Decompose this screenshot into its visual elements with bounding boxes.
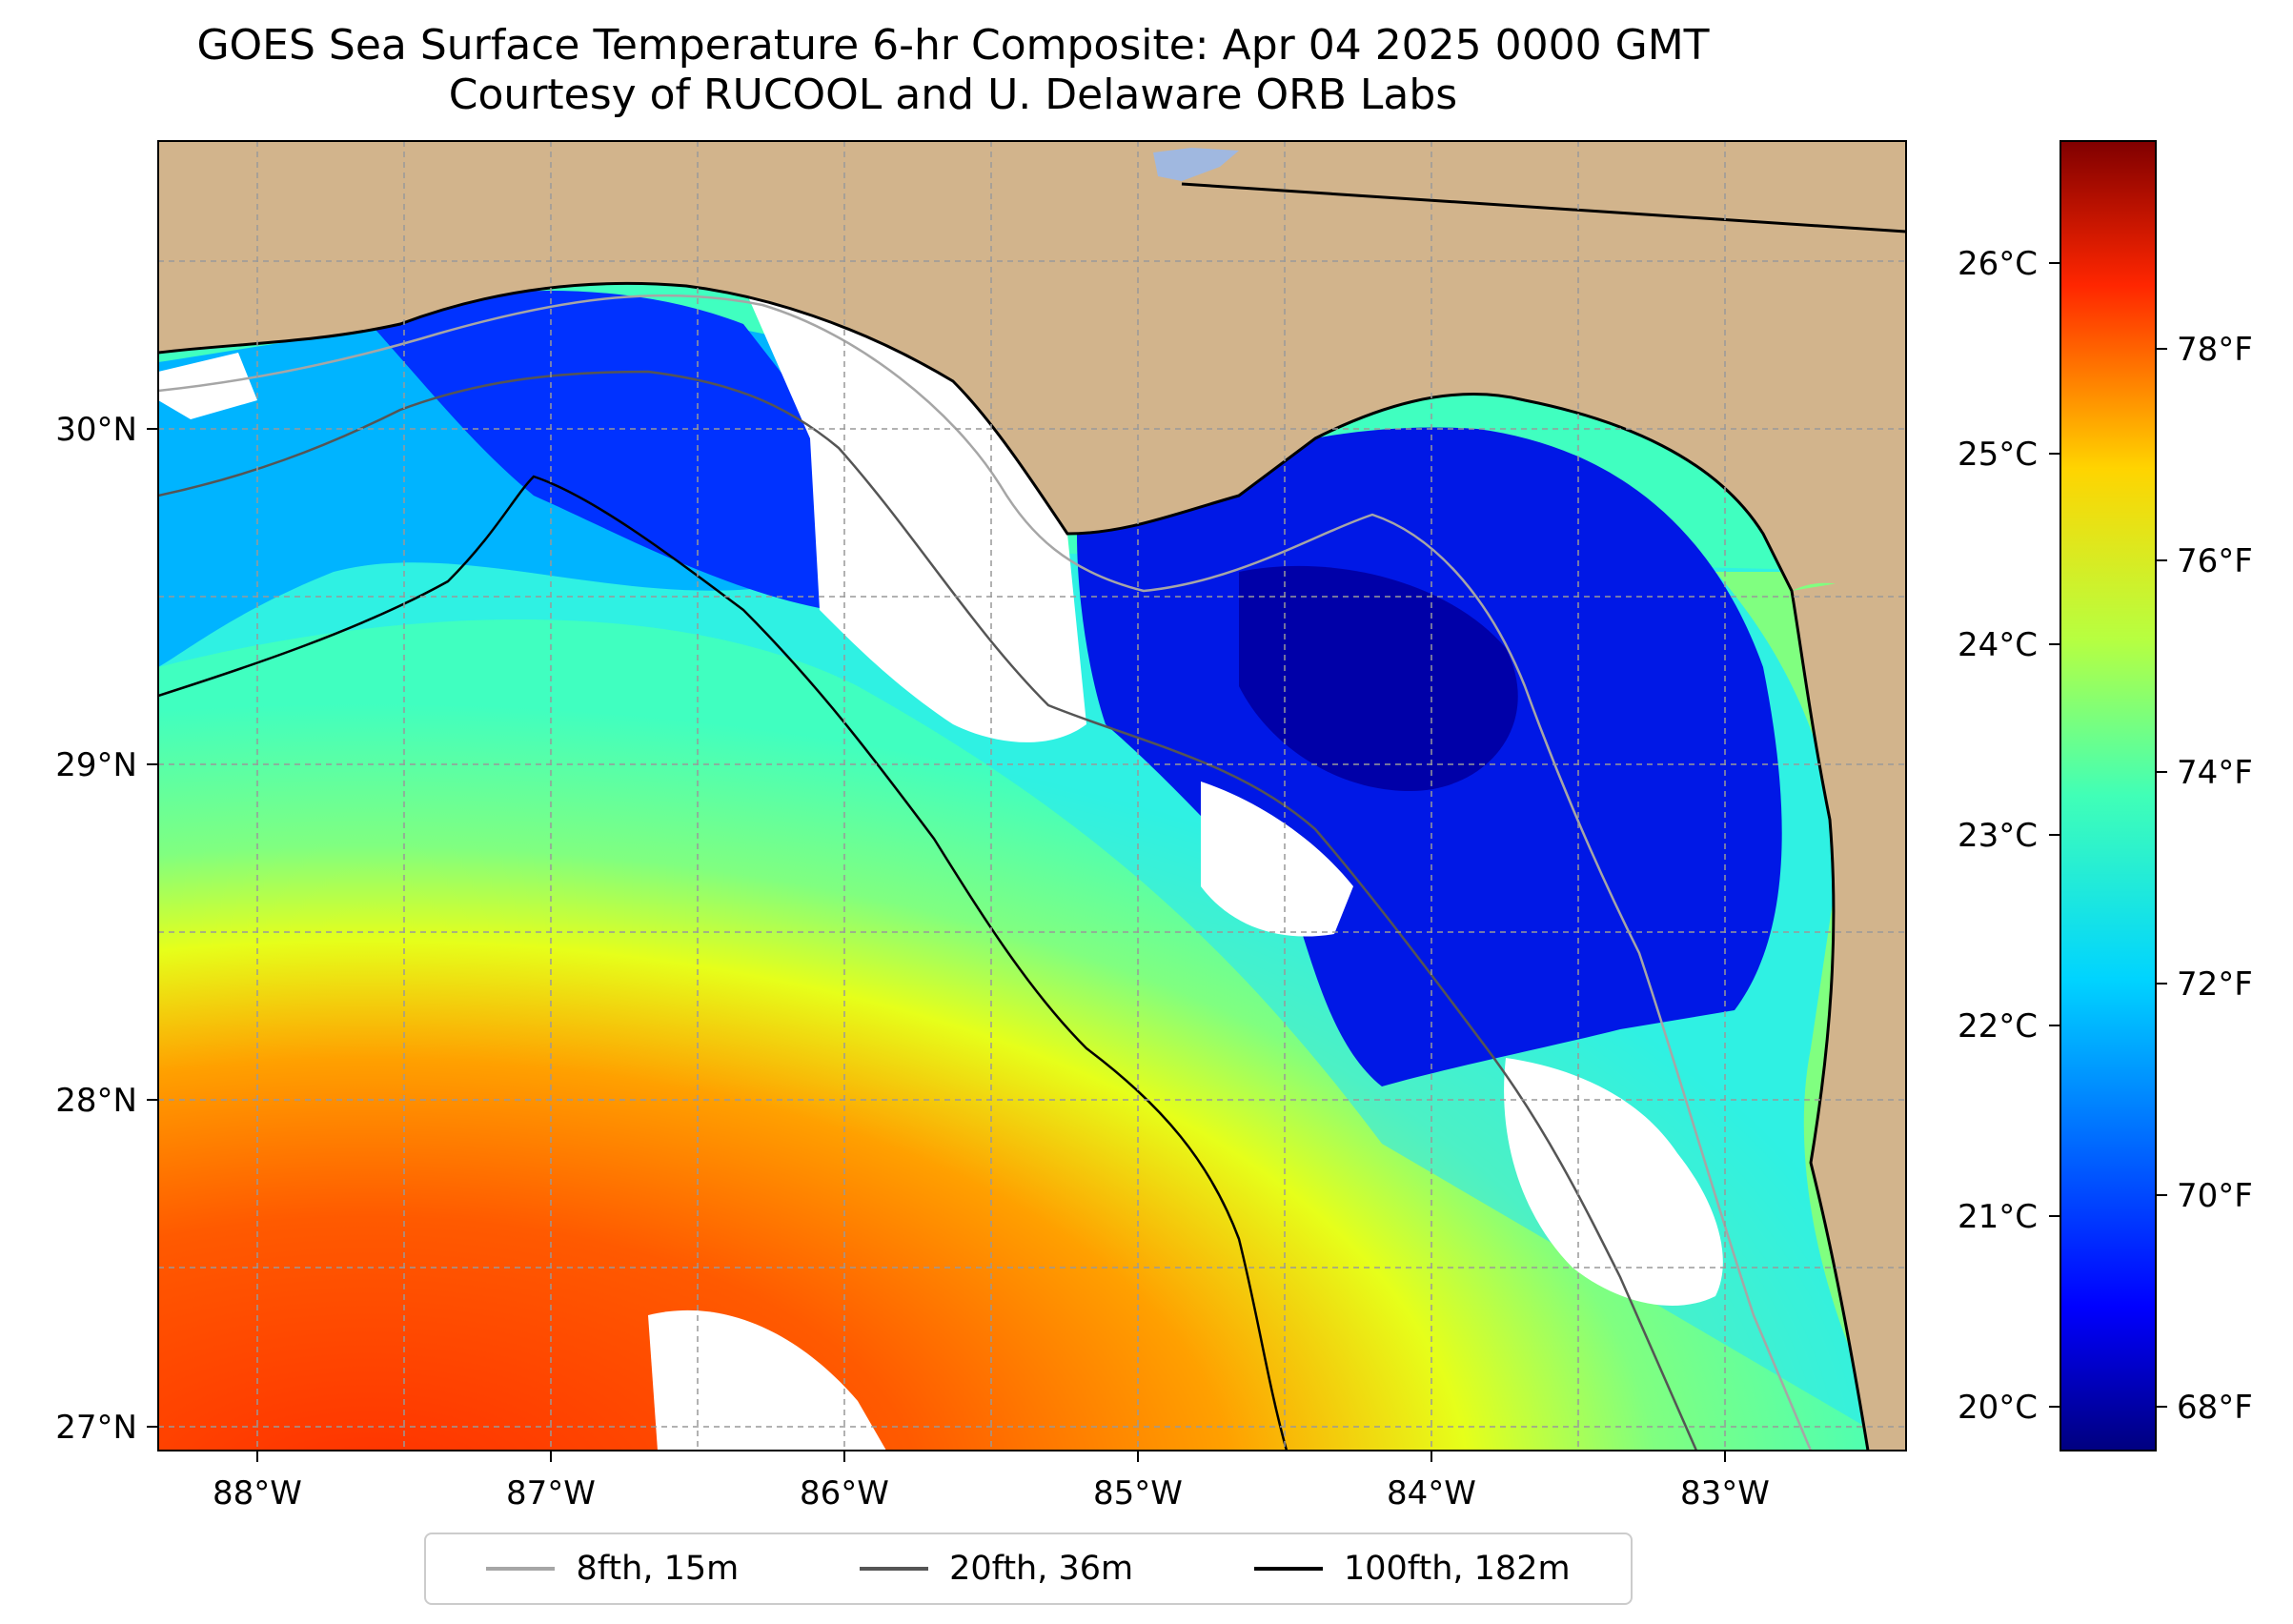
chart-title: GOES Sea Surface Temperature 6-hr Compos… — [0, 21, 1906, 120]
land-mass — [158, 141, 1906, 610]
coldest-core — [1239, 565, 1518, 791]
cbar-c-24: 24°C — [1958, 626, 2038, 664]
isobath-20fth — [158, 370, 1698, 1451]
legend-item-100fth: 100fth, 182m — [1253, 1550, 1571, 1588]
no-data-east — [1504, 1058, 1723, 1306]
isobath-8fth — [158, 294, 1813, 1451]
cbar-c-20: 20°C — [1958, 1389, 2038, 1427]
legend-label-100fth: 100fth, 182m — [1343, 1550, 1571, 1588]
lat-tick-30n: 30°N — [55, 411, 137, 449]
lat-tick-28n: 28°N — [55, 1082, 137, 1120]
lat-tick-27n: 27°N — [55, 1409, 137, 1447]
lon-tick-85w: 85°W — [1093, 1474, 1183, 1512]
legend-item-8fth: 8fth, 15m — [486, 1550, 739, 1588]
cbar-c-26: 26°C — [1958, 245, 2038, 283]
axis-ticks — [147, 428, 1726, 1462]
cbar-f-78: 78°F — [2177, 331, 2253, 369]
isobath-100fth — [158, 475, 1289, 1451]
nw-cold-water — [362, 291, 829, 610]
lake — [1153, 148, 1239, 181]
legend-swatch-20fth — [860, 1567, 929, 1571]
legend-label-8fth: 8fth, 15m — [576, 1550, 740, 1588]
legend-item-20fth: 20fth, 36m — [860, 1550, 1133, 1588]
legend-swatch-8fth — [486, 1567, 556, 1571]
lon-tick-88w: 88°W — [213, 1474, 302, 1512]
title-line-2: Courtesy of RUCOOL and U. Delaware ORB L… — [448, 71, 1458, 119]
map-panel — [158, 141, 1906, 1451]
coastline — [158, 281, 1870, 1451]
cbar-c-21: 21°C — [1958, 1198, 2038, 1236]
florida-peninsula-land — [1792, 572, 1906, 1451]
lat-tick-29n: 29°N — [55, 746, 137, 784]
lon-tick-87w: 87°W — [506, 1474, 596, 1512]
cbar-c-25: 25°C — [1958, 436, 2038, 474]
map-frame — [157, 140, 1907, 1451]
no-data-south — [648, 1309, 886, 1451]
cbar-f-68: 68°F — [2177, 1389, 2253, 1427]
colorbar-ticks — [2049, 262, 2167, 1408]
legend-label-20fth: 20fth, 36m — [949, 1550, 1134, 1588]
cbar-c-22: 22°C — [1958, 1007, 2038, 1045]
colorbar — [2060, 140, 2157, 1451]
state-border — [1181, 182, 1906, 233]
cbar-f-72: 72°F — [2177, 965, 2253, 1004]
legend-swatch-100fth — [1253, 1567, 1323, 1571]
cbar-f-70: 70°F — [2177, 1177, 2253, 1215]
lon-tick-86w: 86°W — [800, 1474, 889, 1512]
title-line-1: GOES Sea Surface Temperature 6-hr Compos… — [196, 21, 1710, 70]
cbar-f-74: 74°F — [2177, 754, 2253, 792]
cbar-f-76: 76°F — [2177, 542, 2253, 580]
cbar-c-23: 23°C — [1958, 817, 2038, 855]
lon-tick-84w: 84°W — [1387, 1474, 1476, 1512]
no-data-nw — [158, 353, 257, 419]
gridlines — [158, 141, 1906, 1451]
no-data-central — [1201, 782, 1353, 937]
lon-tick-83w: 83°W — [1680, 1474, 1770, 1512]
legend: 8fth, 15m 20fth, 36m 100fth, 182m — [424, 1533, 1633, 1605]
